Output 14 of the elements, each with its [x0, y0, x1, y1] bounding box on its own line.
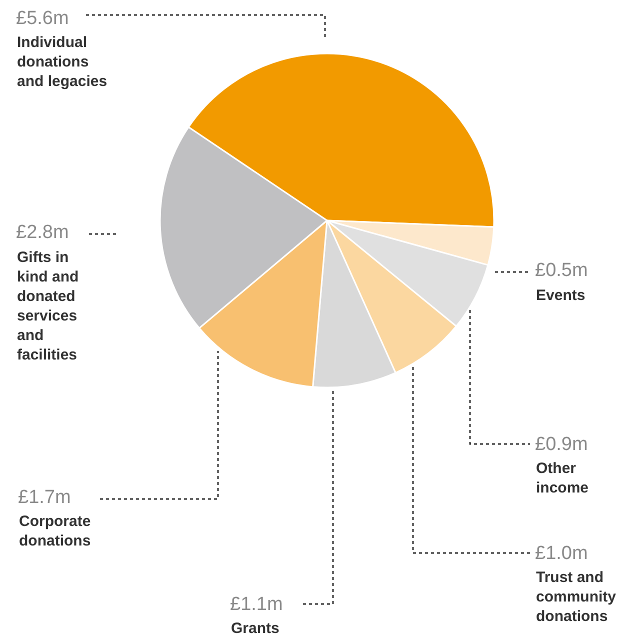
slice-label: Corporate donations [19, 513, 91, 550]
data-label: £0.9m [535, 434, 588, 455]
slice-label: Events [536, 287, 586, 304]
slice-label: Individual donations and legacies [17, 34, 108, 90]
data-label: £5.6m [16, 8, 69, 29]
data-label: £0.5m [535, 260, 588, 281]
slice-label: Grants [231, 620, 280, 637]
slice-label: Other income [536, 460, 589, 496]
data-label: £1.1m [230, 594, 283, 615]
data-label: £1.0m [535, 543, 588, 564]
slice-label: Trust and community donations [536, 569, 617, 625]
slice-label: Gifts in kind and donated services and facilities [17, 249, 79, 364]
data-label: £1.7m [18, 487, 71, 508]
data-label: £2.8m [16, 222, 69, 243]
